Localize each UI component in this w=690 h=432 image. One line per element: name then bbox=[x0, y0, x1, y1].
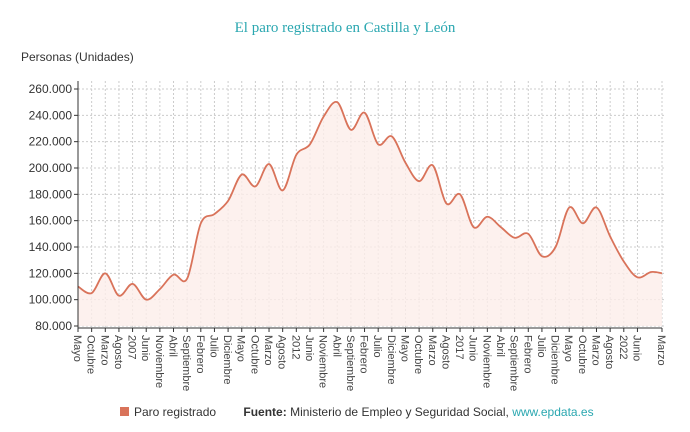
series-area bbox=[78, 101, 662, 327]
x-tick-label: Abril bbox=[330, 335, 342, 357]
x-tick-label: Junio bbox=[467, 335, 479, 361]
x-tick-label: Junio bbox=[139, 335, 151, 361]
x-tick-label: 2007 bbox=[126, 335, 138, 359]
y-tick-label: 240.000 bbox=[29, 108, 73, 122]
y-tick-label: 200.000 bbox=[29, 161, 73, 175]
source-text: Ministerio de Empleo y Seguridad Social, bbox=[290, 405, 509, 419]
y-tick-label: 80.000 bbox=[35, 319, 72, 333]
x-tick-label: Octubre bbox=[85, 335, 97, 374]
x-tick-label: Marzo bbox=[426, 335, 438, 366]
y-axis-label: Personas (Unidades) bbox=[21, 50, 134, 64]
y-tick-label: 180.000 bbox=[29, 187, 73, 201]
x-tick-label: Abril bbox=[167, 335, 179, 357]
chart-plot: 80.000 100.000 120.000 140.000 160.000 180.00… bbox=[29, 81, 667, 391]
x-tick-label: Febrero bbox=[521, 335, 533, 374]
y-tick-label: 160.000 bbox=[29, 214, 73, 228]
source-link[interactable]: www.epdata.es bbox=[512, 405, 594, 419]
x-tick-label: Febrero bbox=[194, 335, 206, 374]
x-tick-label: Febrero bbox=[358, 335, 370, 374]
legend-swatch bbox=[120, 407, 129, 416]
x-tick-label: Julio bbox=[535, 335, 547, 358]
y-tick-label: 220.000 bbox=[29, 135, 73, 149]
source-label: Fuente: bbox=[243, 405, 287, 419]
x-tick-label: Octubre bbox=[412, 335, 424, 374]
x-tick-label: Diciembre bbox=[549, 335, 561, 385]
x-tick-label: Mayo bbox=[398, 335, 410, 362]
chart-title: El paro registrado en Castilla y León bbox=[234, 20, 456, 36]
x-tick-label: Junio bbox=[630, 335, 642, 361]
y-tick-label: 260.000 bbox=[29, 82, 73, 96]
x-tick-label: Abril bbox=[494, 335, 506, 357]
x-tick-label: Agosto bbox=[439, 335, 451, 369]
x-tick-label: Octubre bbox=[576, 335, 588, 374]
x-tick-label: Diciembre bbox=[221, 335, 233, 385]
x-tick-label: Agosto bbox=[603, 335, 615, 369]
x-tick-label: Noviembre bbox=[153, 335, 165, 388]
x-tick-label: Marzo bbox=[98, 335, 110, 366]
y-tick-label: 140.000 bbox=[29, 240, 73, 254]
y-tick-label: 120.000 bbox=[29, 266, 73, 280]
source: Fuente: Ministerio de Empleo y Seguridad… bbox=[243, 405, 593, 419]
x-tick-label: Mayo bbox=[562, 335, 574, 362]
x-tick-label: Junio bbox=[303, 335, 315, 361]
y-tick-label: 100.000 bbox=[29, 293, 73, 307]
x-tick-label: 2012 bbox=[289, 335, 301, 359]
x-tick-label: Marzo bbox=[590, 335, 602, 366]
x-tick-label: 2017 bbox=[453, 335, 465, 359]
x-tick-label: Noviembre bbox=[480, 335, 492, 388]
x-tick-label: Julio bbox=[371, 335, 383, 358]
x-tick-label: Septiembre bbox=[344, 335, 356, 391]
x-tick-label: Diciembre bbox=[385, 335, 397, 385]
x-tick-label: Mayo bbox=[71, 335, 83, 362]
x-tick-label: Marzo bbox=[262, 335, 274, 366]
x-tick-label: 2022 bbox=[617, 335, 629, 359]
x-tick-label: Marzo bbox=[655, 335, 667, 366]
x-tick-label: Mayo bbox=[235, 335, 247, 362]
x-tick-label: Septiembre bbox=[180, 335, 192, 391]
x-tick-label: Septiembre bbox=[508, 335, 520, 391]
series-line bbox=[77, 100, 663, 301]
x-tick-label: Julio bbox=[207, 335, 219, 358]
x-tick-label: Agosto bbox=[112, 335, 124, 369]
legend-series-label: Paro registrado bbox=[134, 405, 217, 419]
legend: Paro registrado Fuente: Ministerio de Em… bbox=[120, 405, 594, 419]
x-tick-label: Agosto bbox=[276, 335, 288, 369]
x-tick-label: Noviembre bbox=[317, 335, 329, 388]
x-tick-label: Octubre bbox=[248, 335, 260, 374]
